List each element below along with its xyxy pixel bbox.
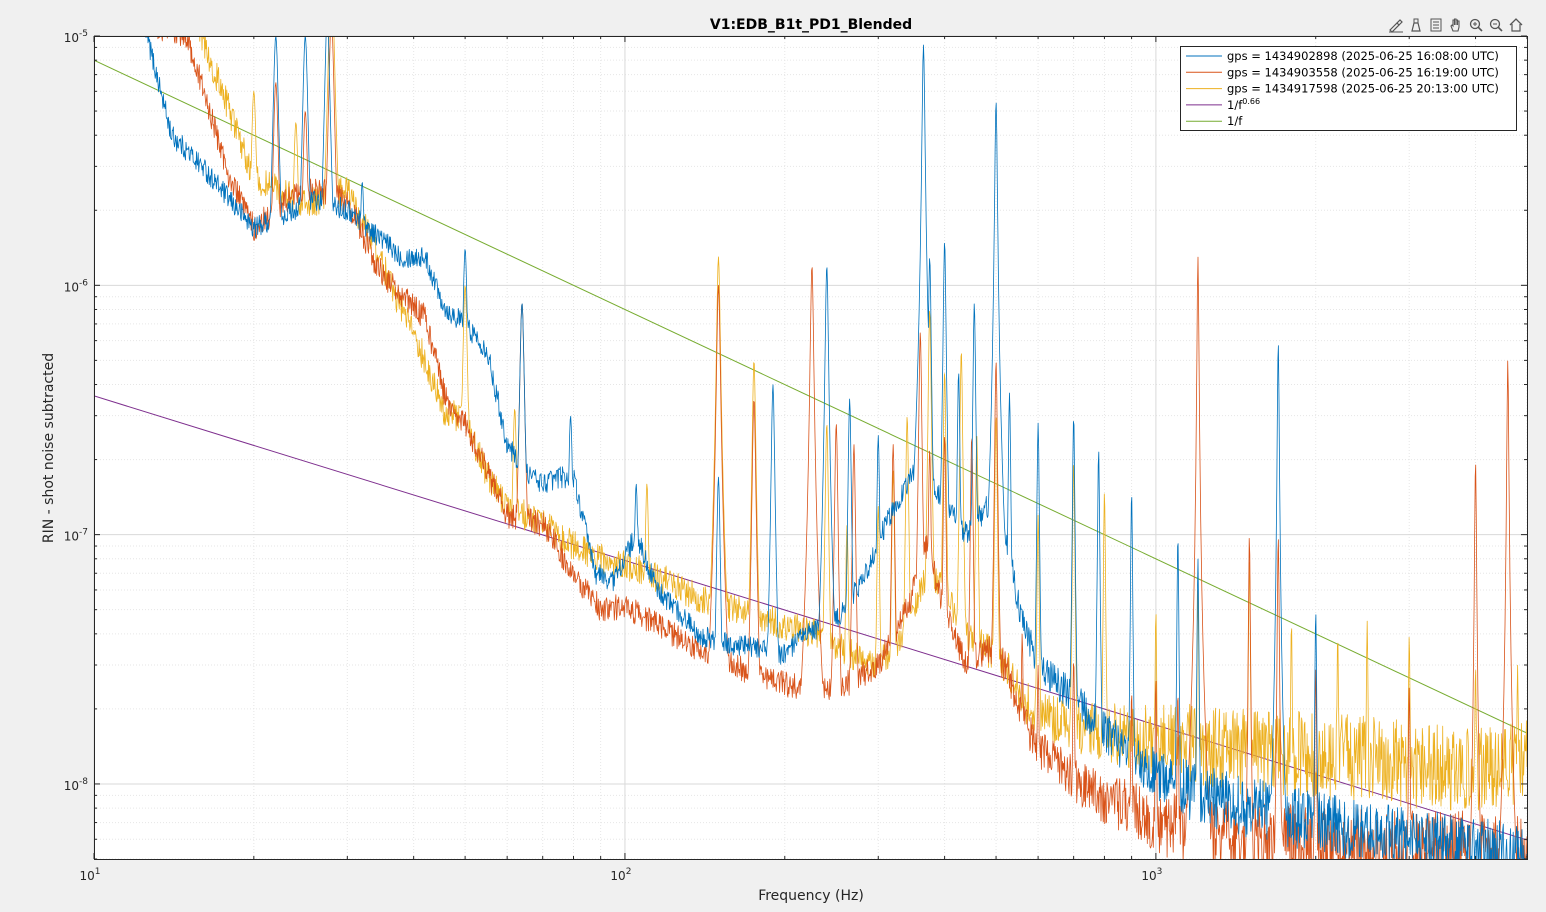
legend-box xyxy=(1180,46,1517,131)
datatip-button[interactable] xyxy=(1406,15,1425,35)
y-tick-label: 10-8 xyxy=(64,777,89,793)
tick-labels: 101 102 103 10-5 10-6 10-7 10-8 xyxy=(64,29,1163,883)
y-tick-label: 10-5 xyxy=(64,29,88,45)
legend-button[interactable] xyxy=(1426,15,1445,35)
x-tick-label: 103 xyxy=(1141,867,1162,883)
y-tick-label: 10-6 xyxy=(64,278,89,294)
legend-label: 1/f xyxy=(1227,114,1243,128)
legend-icon xyxy=(1430,18,1441,32)
legend-label: gps = 1434903558 (2025-06-25 16:19:00 UT… xyxy=(1227,65,1499,79)
home-icon xyxy=(1509,18,1522,32)
brush-icon xyxy=(1388,19,1403,33)
series-line xyxy=(197,36,1527,811)
axes-toolbar xyxy=(1386,14,1525,36)
axes-box xyxy=(94,36,1528,860)
series-layer xyxy=(94,36,1527,859)
datatip-icon xyxy=(1410,18,1421,32)
axis-ticks xyxy=(93,35,1528,860)
zoom-in-button[interactable] xyxy=(1466,15,1485,35)
legend[interactable]: gps = 1434902898 (2025-06-25 16:08:00 UT… xyxy=(1180,46,1517,131)
series-line xyxy=(94,59,1527,734)
brush-button[interactable] xyxy=(1386,15,1405,35)
x-tick-label: 101 xyxy=(79,867,100,883)
x-axis-label: Frequency (Hz) xyxy=(758,888,864,904)
legend-label: gps = 1434902898 (2025-06-25 16:08:00 UT… xyxy=(1227,49,1499,63)
legend-label: 1/f0.66 xyxy=(1227,97,1260,112)
home-button[interactable] xyxy=(1506,15,1525,35)
chart-title: V1:EDB_B1t_PD1_Blended xyxy=(710,17,912,33)
y-axis-label: RIN - shot noise subtracted xyxy=(41,353,57,543)
series-line xyxy=(94,395,1527,841)
pan-icon xyxy=(1449,18,1460,32)
series-line xyxy=(145,36,1527,859)
x-tick-label: 102 xyxy=(610,867,631,883)
plot-area[interactable] xyxy=(94,36,1527,859)
zoom-out-icon xyxy=(1489,18,1503,32)
zoom-in-icon xyxy=(1469,18,1483,32)
legend-label: gps = 1434917598 (2025-06-25 20:13:00 UT… xyxy=(1227,82,1499,96)
y-tick-label: 10-7 xyxy=(64,528,88,544)
pan-button[interactable] xyxy=(1446,15,1465,35)
zoom-out-button[interactable] xyxy=(1486,15,1505,35)
